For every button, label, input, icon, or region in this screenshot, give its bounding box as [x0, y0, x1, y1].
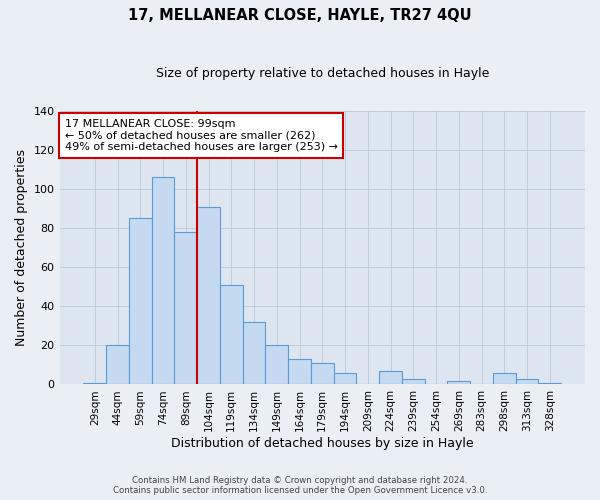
Bar — [106, 346, 129, 385]
Bar — [538, 382, 561, 384]
Bar — [334, 372, 356, 384]
Bar — [152, 178, 175, 384]
Title: Size of property relative to detached houses in Hayle: Size of property relative to detached ho… — [155, 68, 489, 80]
Y-axis label: Number of detached properties: Number of detached properties — [15, 149, 28, 346]
Bar — [402, 378, 425, 384]
Text: 17 MELLANEAR CLOSE: 99sqm
← 50% of detached houses are smaller (262)
49% of semi: 17 MELLANEAR CLOSE: 99sqm ← 50% of detac… — [65, 119, 338, 152]
Bar — [242, 322, 265, 384]
Bar — [493, 372, 515, 384]
Bar — [197, 206, 220, 384]
Bar — [220, 285, 242, 384]
Text: Contains HM Land Registry data © Crown copyright and database right 2024.
Contai: Contains HM Land Registry data © Crown c… — [113, 476, 487, 495]
Bar — [175, 232, 197, 384]
Bar — [448, 380, 470, 384]
Bar — [265, 346, 288, 385]
Text: 17, MELLANEAR CLOSE, HAYLE, TR27 4QU: 17, MELLANEAR CLOSE, HAYLE, TR27 4QU — [128, 8, 472, 22]
Bar — [379, 371, 402, 384]
Bar — [311, 363, 334, 384]
X-axis label: Distribution of detached houses by size in Hayle: Distribution of detached houses by size … — [171, 437, 473, 450]
Bar — [515, 378, 538, 384]
Bar — [129, 218, 152, 384]
Bar — [83, 382, 106, 384]
Bar — [288, 359, 311, 384]
